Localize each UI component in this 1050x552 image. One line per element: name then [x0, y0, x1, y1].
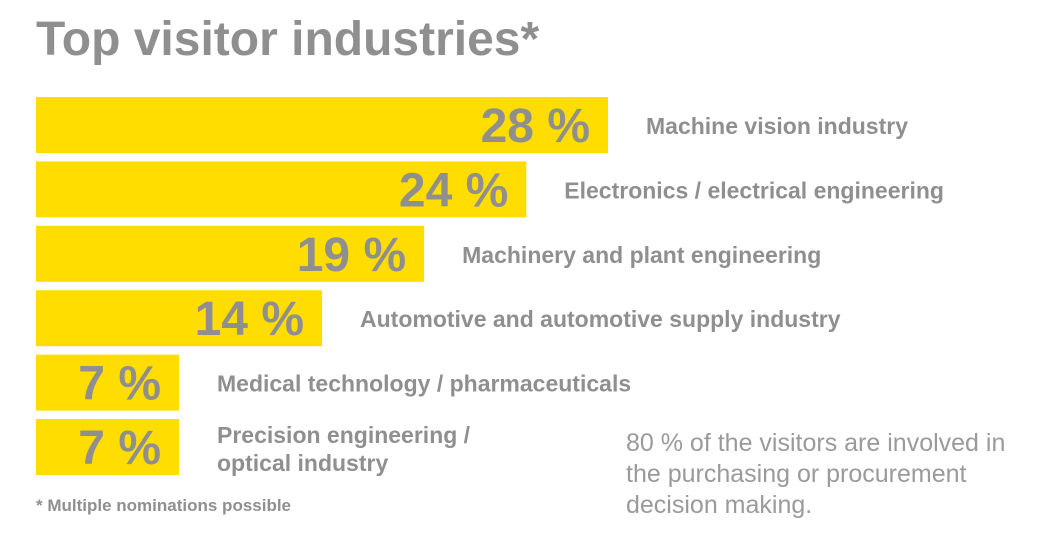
footnote: * Multiple nominations possible: [36, 496, 292, 515]
category-label-1: Electronics / electrical engineering: [564, 177, 944, 203]
bar-0: [36, 97, 608, 153]
category-label-2: Machinery and plant engineering: [462, 242, 821, 268]
bar-1: [36, 161, 527, 218]
category-label-0: Machine vision industry: [646, 113, 908, 139]
category-label-5: Precision engineering / optical industry: [217, 422, 471, 476]
value-label-4: 7 %: [78, 358, 161, 411]
value-label-5: 7 %: [78, 422, 161, 475]
value-label-1: 24 %: [399, 164, 508, 217]
info-note: 80 % of the visitors are involved in the…: [626, 429, 1006, 519]
bar-2: [36, 225, 425, 282]
category-label-3: Automotive and automotive supply industr…: [360, 306, 841, 332]
value-label-2: 19 %: [297, 229, 406, 282]
category-label-4: Medical technology / pharmaceuticals: [217, 371, 631, 397]
value-label-0: 28 %: [481, 100, 590, 153]
value-label-3: 14 %: [195, 293, 304, 346]
chart-title: Top visitor industries*: [36, 13, 540, 66]
bar-3: [36, 290, 322, 347]
bar-5: [36, 419, 179, 475]
bar-4: [36, 354, 179, 411]
